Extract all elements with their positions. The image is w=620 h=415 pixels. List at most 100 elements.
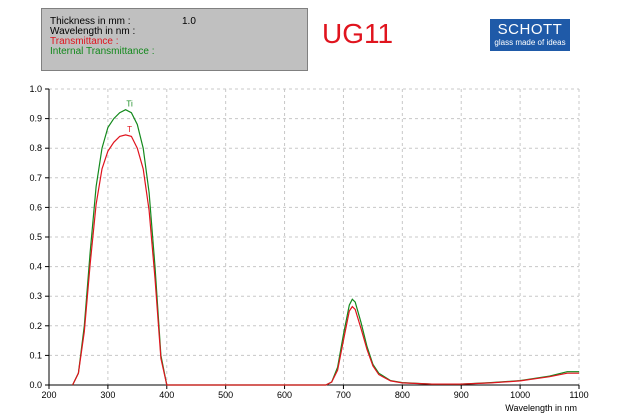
data-point-t [578, 373, 579, 374]
data-point-t [461, 384, 462, 385]
data-point-ti [355, 302, 356, 303]
data-point-t [90, 263, 91, 264]
data-point-t [101, 168, 102, 169]
transmittance-row: Transmittance : [50, 37, 307, 47]
data-point-t [331, 381, 332, 382]
y-tick-label: 0.6 [29, 202, 42, 212]
data-point-t [143, 168, 144, 169]
data-point-t [166, 384, 167, 385]
x-tick-label: 400 [159, 390, 174, 400]
data-point-t [520, 380, 521, 381]
x-tick-label: 300 [100, 390, 115, 400]
data-point-t [78, 373, 79, 374]
data-point-ti [349, 304, 350, 305]
x-tick-label: 200 [41, 390, 56, 400]
data-point-ti [352, 299, 353, 300]
axis-layer [45, 88, 580, 389]
x-tick-label: 700 [336, 390, 351, 400]
x-tick-label: 800 [395, 390, 410, 400]
series-line-ti [72, 109, 579, 386]
data-point-ti [361, 322, 362, 323]
y-tick-label: 0.9 [29, 114, 42, 124]
series-label-t: T [127, 125, 132, 134]
transmittance-label: Transmittance : [50, 36, 119, 47]
internal-transmittance-label: Internal Transmittance : [50, 46, 155, 57]
data-point-t [325, 384, 326, 385]
logo-tagline: glass made of ideas [494, 38, 566, 47]
series-layer [72, 109, 579, 386]
data-point-t [390, 380, 391, 381]
data-point-t [549, 376, 550, 377]
x-axis-label: Wavelength in nm [505, 403, 577, 413]
y-tick-label: 0.5 [29, 232, 42, 242]
data-point-ti [113, 118, 114, 119]
data-point-ti [101, 148, 102, 149]
data-point-t [567, 373, 568, 374]
data-point-t [355, 309, 356, 310]
x-tick-label: 500 [218, 390, 233, 400]
x-tick-label: 1000 [510, 390, 530, 400]
data-point-t [343, 340, 344, 341]
y-tick-label: 1.0 [29, 84, 42, 94]
y-tick-label: 0.3 [29, 291, 42, 301]
data-point-t [402, 382, 403, 383]
series-label-ti: Ti [126, 100, 133, 109]
internal-transmittance-row: Internal Transmittance : [50, 47, 307, 57]
data-point-ti [567, 371, 568, 372]
y-tick-label: 0.4 [29, 262, 42, 272]
data-point-ti [578, 371, 579, 372]
data-point-ti [107, 127, 108, 128]
data-point-t [113, 142, 114, 143]
wavelength-row: Wavelength in nm : [50, 27, 307, 37]
data-point-t [137, 148, 138, 149]
series-line-t [72, 134, 579, 386]
grid-layer [49, 88, 580, 385]
data-point-ti [131, 112, 132, 113]
data-point-ti [125, 109, 126, 110]
data-point-ti [343, 334, 344, 335]
thickness-label: Thickness in mm : [50, 16, 131, 27]
schott-logo: SCHOTT glass made of ideas [490, 19, 570, 51]
data-point-t [154, 278, 155, 279]
y-tick-label: 0.8 [29, 143, 42, 153]
data-point-t [125, 134, 126, 135]
data-point-t [313, 384, 314, 385]
filter-info-panel: Thickness in mm : 1.0 Wavelength in nm :… [41, 8, 308, 71]
data-point-t [352, 306, 353, 307]
data-point-ti [96, 186, 97, 187]
data-point-t [119, 136, 120, 137]
data-point-ti [149, 192, 150, 193]
data-point-t [490, 382, 491, 383]
logo-wordmark: SCHOTT [497, 21, 563, 38]
x-tick-label: 900 [454, 390, 469, 400]
thickness-row: Thickness in mm : 1.0 [50, 17, 307, 27]
data-point-t [160, 358, 161, 359]
data-point-t [149, 210, 150, 211]
data-point-t [319, 384, 320, 385]
data-point-t [84, 331, 85, 332]
data-point-t [131, 136, 132, 137]
data-point-t [431, 384, 432, 385]
data-point-ti [137, 124, 138, 125]
data-point-t [72, 384, 73, 385]
data-point-t [372, 365, 373, 366]
y-tick-label: 0.2 [29, 321, 42, 331]
thickness-value: 1.0 [182, 16, 196, 27]
x-tick-label: 1100 [569, 390, 588, 400]
data-point-t [361, 328, 362, 329]
data-point-ti [119, 112, 120, 113]
label-layer: 200 300 400 500 600 700 800 900 1000 1100 0.0 0.1 0.… [29, 84, 588, 413]
data-point-t [366, 349, 367, 350]
data-point-ti [143, 148, 144, 149]
data-point-t [337, 370, 338, 371]
y-tick-label: 0.7 [29, 173, 42, 183]
data-point-t [378, 374, 379, 375]
data-point-t [107, 151, 108, 152]
data-point-t [96, 204, 97, 205]
filter-title: UG11 [322, 18, 394, 49]
wavelength-label: Wavelength in nm : [50, 26, 136, 37]
y-tick-label: 0.1 [29, 350, 42, 360]
x-tick-label: 600 [277, 390, 292, 400]
data-point-ti [90, 251, 91, 252]
